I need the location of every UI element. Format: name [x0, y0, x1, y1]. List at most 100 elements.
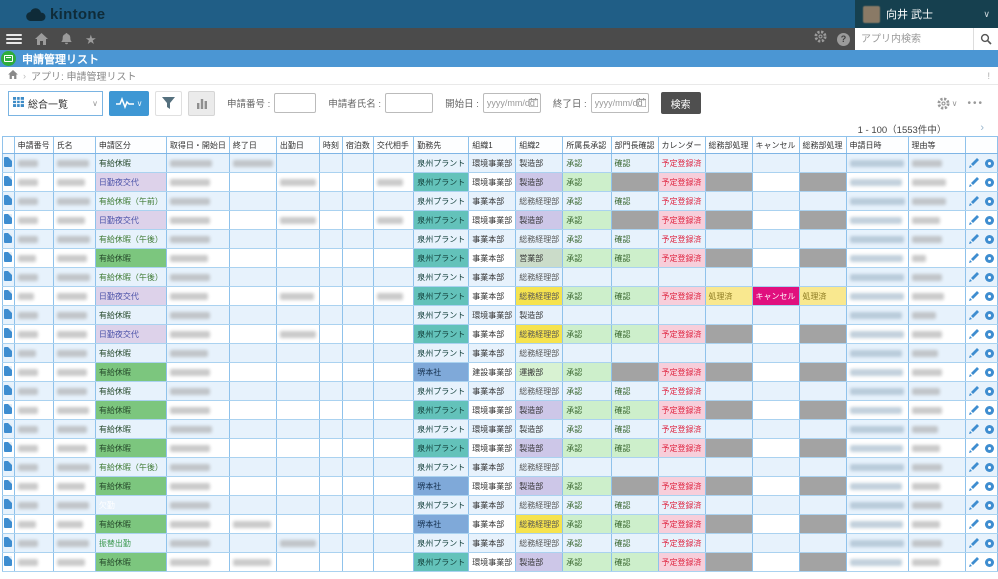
edit-icon[interactable] — [968, 272, 979, 282]
record-doc-icon[interactable] — [4, 271, 13, 281]
edit-icon[interactable] — [968, 519, 979, 529]
record-doc-icon[interactable] — [4, 347, 13, 357]
detail-icon[interactable] — [984, 177, 994, 187]
record-doc-icon[interactable] — [4, 480, 13, 490]
edit-icon[interactable] — [968, 234, 979, 244]
column-header[interactable]: 部門長確認 — [610, 136, 659, 154]
column-header[interactable]: 取得日・開始日 — [165, 136, 230, 154]
detail-icon[interactable] — [984, 405, 994, 415]
edit-icon[interactable] — [968, 405, 979, 415]
settings-gear-icon[interactable] — [814, 30, 827, 48]
edit-icon[interactable] — [968, 291, 979, 301]
bell-icon[interactable] — [61, 33, 72, 45]
edit-icon[interactable] — [968, 386, 979, 396]
column-header[interactable]: 申請日時 — [845, 136, 909, 154]
record-doc-icon[interactable] — [4, 366, 13, 376]
column-header[interactable]: 終了日 — [228, 136, 277, 154]
info-icon[interactable]: ! — [987, 70, 990, 81]
detail-icon[interactable] — [984, 500, 994, 510]
search-button[interactable]: 検索 — [660, 92, 701, 114]
home-icon[interactable] — [35, 33, 48, 45]
star-icon[interactable]: ★ — [85, 31, 97, 47]
record-doc-icon[interactable] — [4, 385, 13, 395]
app-search-button[interactable] — [973, 28, 998, 50]
detail-icon[interactable] — [984, 557, 994, 567]
detail-icon[interactable] — [984, 519, 994, 529]
record-doc-icon[interactable] — [4, 195, 13, 205]
record-doc-icon[interactable] — [4, 328, 13, 338]
detail-icon[interactable] — [984, 196, 994, 206]
chart-button[interactable] — [188, 90, 215, 116]
detail-icon[interactable] — [984, 253, 994, 263]
detail-icon[interactable] — [984, 158, 994, 168]
more-options-icon[interactable]: ••• — [967, 97, 984, 109]
record-doc-icon[interactable] — [4, 423, 13, 433]
detail-icon[interactable] — [984, 443, 994, 453]
edit-icon[interactable] — [968, 310, 979, 320]
user-menu[interactable]: 向井 武士 ∨ — [855, 0, 998, 28]
record-doc-icon[interactable] — [4, 176, 13, 186]
record-doc-icon[interactable] — [4, 499, 13, 509]
home-icon[interactable] — [8, 69, 18, 82]
app-search-input[interactable] — [855, 28, 973, 50]
record-doc-icon[interactable] — [4, 233, 13, 243]
edit-icon[interactable] — [968, 481, 979, 491]
edit-icon[interactable] — [968, 196, 979, 206]
edit-icon[interactable] — [968, 462, 979, 472]
record-doc-icon[interactable] — [4, 157, 13, 167]
column-header[interactable]: 総務部処理 — [798, 136, 847, 154]
column-header[interactable]: 組織2 — [515, 136, 564, 154]
detail-icon[interactable] — [984, 310, 994, 320]
detail-icon[interactable] — [984, 538, 994, 548]
detail-icon[interactable] — [984, 481, 994, 491]
column-header[interactable]: 組織1 — [468, 136, 517, 154]
record-doc-icon[interactable] — [4, 290, 13, 300]
column-header[interactable]: 申請番号 — [13, 136, 54, 154]
breadcrumb-path[interactable]: アプリ: 申請管理リスト — [31, 72, 137, 83]
detail-icon[interactable] — [984, 272, 994, 282]
column-header[interactable]: 総務部処理 — [704, 136, 753, 154]
record-doc-icon[interactable] — [4, 461, 13, 471]
hamburger-menu-icon[interactable] — [6, 32, 22, 46]
edit-icon[interactable] — [968, 253, 979, 263]
record-doc-icon[interactable] — [4, 518, 13, 528]
graph-pulse-button[interactable]: ∨ — [109, 90, 149, 116]
applicant-input[interactable] — [385, 93, 434, 113]
list-settings-gear[interactable]: ∨ — [937, 96, 957, 110]
edit-icon[interactable] — [968, 500, 979, 510]
column-header[interactable]: カレンダー — [657, 136, 706, 154]
record-doc-icon[interactable] — [4, 214, 13, 224]
column-header[interactable]: 出勤日 — [275, 136, 320, 154]
record-doc-icon[interactable] — [4, 404, 13, 414]
view-selector[interactable]: 総合一覧 ∨ — [8, 90, 103, 116]
detail-icon[interactable] — [984, 462, 994, 472]
end-date-input[interactable] — [590, 93, 649, 113]
edit-icon[interactable] — [968, 538, 979, 548]
edit-icon[interactable] — [968, 443, 979, 453]
edit-icon[interactable] — [968, 158, 979, 168]
column-header[interactable]: 交代相手 — [372, 136, 415, 154]
detail-icon[interactable] — [984, 367, 994, 377]
detail-icon[interactable] — [984, 234, 994, 244]
column-header[interactable] — [964, 136, 998, 154]
appno-input[interactable] — [274, 93, 317, 113]
detail-icon[interactable] — [984, 424, 994, 434]
edit-icon[interactable] — [968, 177, 979, 187]
filter-funnel-button[interactable] — [155, 90, 182, 116]
edit-icon[interactable] — [968, 557, 979, 567]
column-header[interactable]: 理由等 — [907, 136, 966, 154]
column-header[interactable]: 時刻 — [318, 136, 343, 154]
record-doc-icon[interactable] — [4, 442, 13, 452]
detail-icon[interactable] — [984, 329, 994, 339]
record-doc-icon[interactable] — [4, 252, 13, 262]
edit-icon[interactable] — [968, 367, 979, 377]
edit-icon[interactable] — [968, 348, 979, 358]
edit-icon[interactable] — [968, 329, 979, 339]
detail-icon[interactable] — [984, 291, 994, 301]
detail-icon[interactable] — [984, 215, 994, 225]
record-doc-icon[interactable] — [4, 537, 13, 547]
help-icon[interactable]: ? — [837, 32, 850, 46]
detail-icon[interactable] — [984, 348, 994, 358]
record-doc-icon[interactable] — [4, 309, 13, 319]
column-header[interactable]: 勤務先 — [413, 136, 470, 154]
